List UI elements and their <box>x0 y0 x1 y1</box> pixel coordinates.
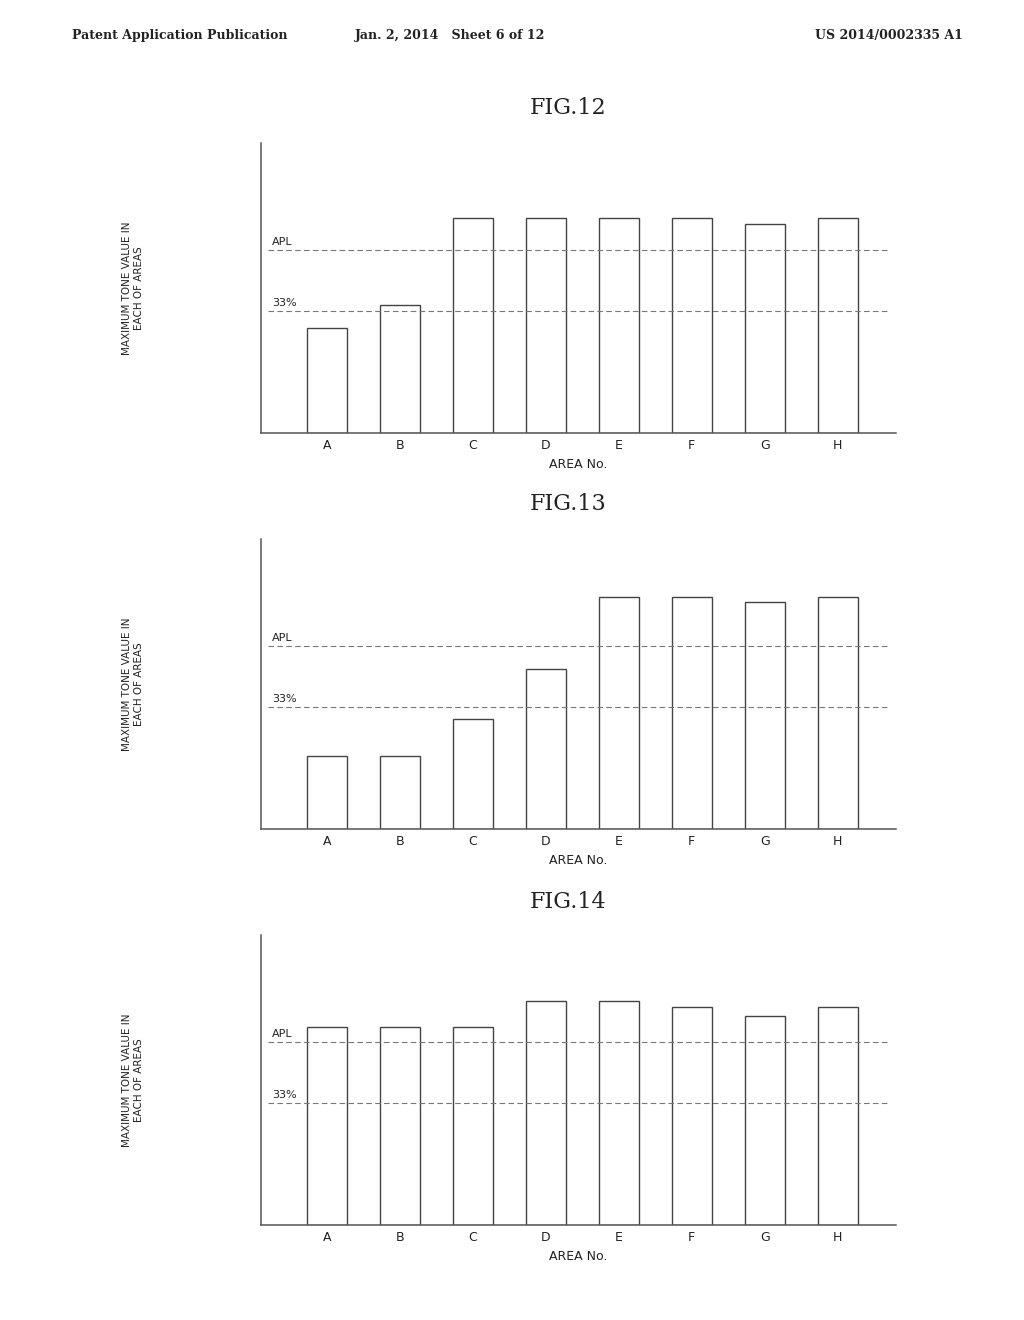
Bar <box>525 1002 566 1225</box>
Text: 33%: 33% <box>272 297 297 308</box>
Text: MAXIMUM TONE VALUE IN
EACH OF AREAS: MAXIMUM TONE VALUE IN EACH OF AREAS <box>122 220 144 355</box>
Text: FIG.13: FIG.13 <box>530 492 606 515</box>
Text: APL: APL <box>272 1028 293 1039</box>
Bar <box>817 1007 858 1225</box>
Bar <box>744 224 784 433</box>
X-axis label: AREA No.: AREA No. <box>549 854 608 867</box>
Bar <box>453 1027 493 1225</box>
Text: MAXIMUM TONE VALUE IN
EACH OF AREAS: MAXIMUM TONE VALUE IN EACH OF AREAS <box>122 616 144 751</box>
Text: FIG.14: FIG.14 <box>530 891 606 913</box>
Bar <box>599 218 639 433</box>
Bar <box>599 597 639 829</box>
Bar <box>380 756 420 829</box>
Bar <box>672 597 712 829</box>
Bar <box>453 218 493 433</box>
Text: US 2014/0002335 A1: US 2014/0002335 A1 <box>815 29 963 42</box>
X-axis label: AREA No.: AREA No. <box>549 1250 608 1263</box>
Bar <box>380 1027 420 1225</box>
Bar <box>380 305 420 433</box>
Bar <box>672 218 712 433</box>
Bar <box>817 597 858 829</box>
Bar <box>817 218 858 433</box>
Text: FIG.12: FIG.12 <box>530 96 606 119</box>
X-axis label: AREA No.: AREA No. <box>549 458 608 471</box>
Bar <box>307 329 347 433</box>
Text: 33%: 33% <box>272 693 297 704</box>
Bar <box>307 756 347 829</box>
Bar <box>744 1016 784 1225</box>
Bar <box>453 718 493 829</box>
Bar <box>599 1002 639 1225</box>
Text: 33%: 33% <box>272 1089 297 1100</box>
Bar <box>525 218 566 433</box>
Text: APL: APL <box>272 236 293 247</box>
Text: MAXIMUM TONE VALUE IN
EACH OF AREAS: MAXIMUM TONE VALUE IN EACH OF AREAS <box>122 1012 144 1147</box>
Bar <box>307 1027 347 1225</box>
Bar <box>672 1007 712 1225</box>
Bar <box>744 602 784 829</box>
Bar <box>525 669 566 829</box>
Text: APL: APL <box>272 632 293 643</box>
Text: Patent Application Publication: Patent Application Publication <box>72 29 287 42</box>
Text: Jan. 2, 2014   Sheet 6 of 12: Jan. 2, 2014 Sheet 6 of 12 <box>355 29 546 42</box>
